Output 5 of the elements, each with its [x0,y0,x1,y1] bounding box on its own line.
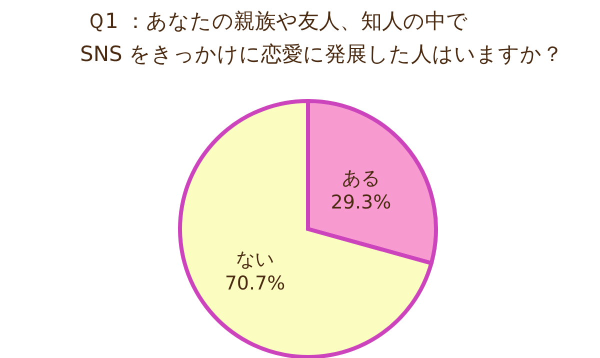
data-label: 29.3% [330,192,392,214]
slice-label: ある [342,168,380,190]
chart-title: Ｑ1 ：あなたの親族や友人、知人の中で SNS をきっかけに恋愛に発展した人はいますか？ [80,9,564,66]
data-label: 70.7% [224,272,286,294]
slice-label: ない [236,248,274,270]
